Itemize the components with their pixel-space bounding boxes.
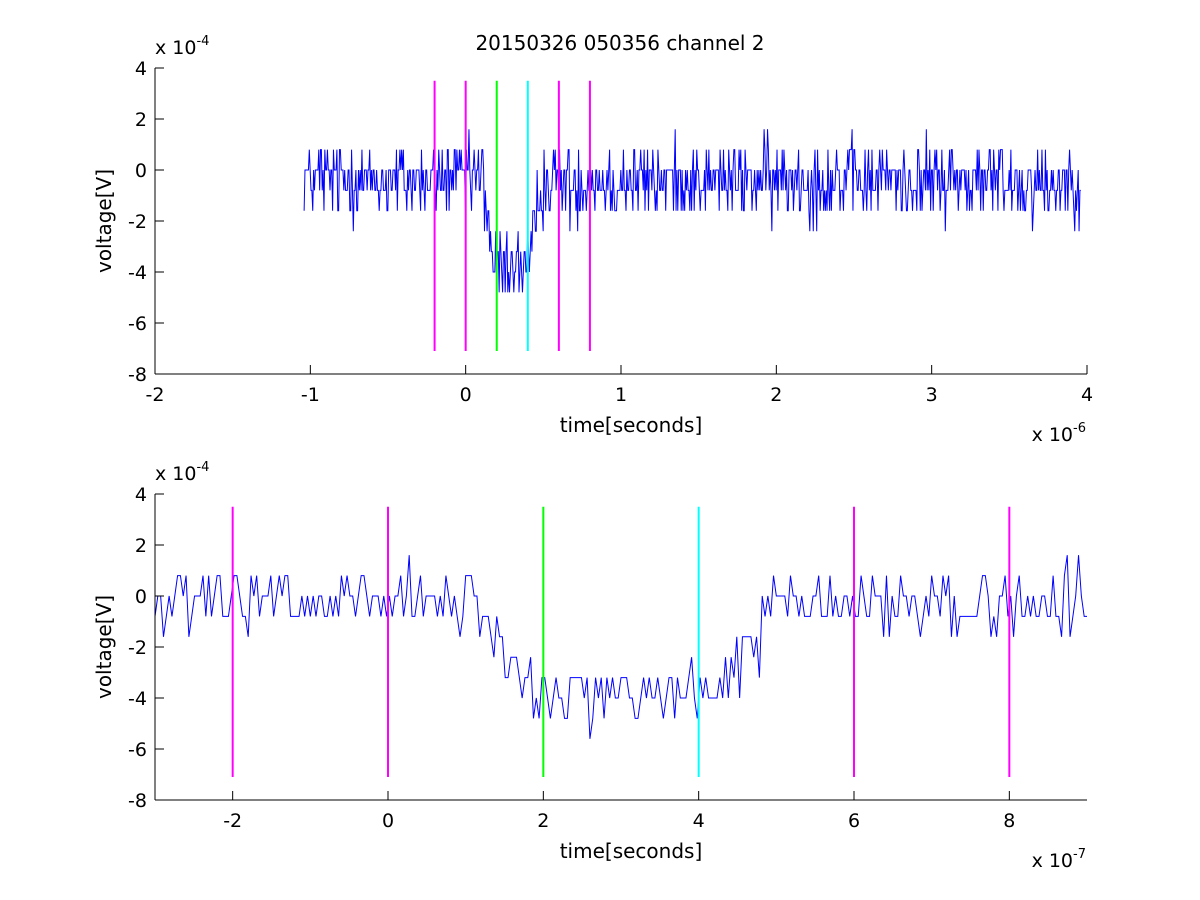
top-x-tick-label-3: 1 [615,384,627,406]
bottom-y-tick-label-3: -2 [128,637,147,659]
top-y-tick-label-4: 0 [135,160,147,182]
top-x-tick-label-1: -1 [301,384,320,406]
bottom-y-tick-label-4: 0 [135,586,147,608]
top-plot: -2 -1 0 1 2 3 4 -8 -6 -4 -2 0 2 4 time[seconds] voltage… [92,34,1093,446]
top-x-multiplier: x 10-6 [1032,421,1086,446]
bottom-x-tick-label-3: 4 [693,810,705,832]
bottom-x-tick-label-2: 2 [537,810,549,832]
bottom-signal-trace [154,555,1087,739]
bottom-y-tick-label-0: -8 [128,790,147,812]
top-x-tick-label-5: 3 [926,384,938,406]
bottom-x-tick-label-1: 0 [382,810,394,832]
bottom-y-tick-label-1: -6 [128,739,147,761]
bottom-x-tick-label-0: -2 [223,810,242,832]
top-y-tick-label-3: -2 [128,211,147,233]
bottom-y-axis-label: voltage[V] [92,595,116,699]
top-y-multiplier: x 10-4 [155,34,209,59]
top-signal-trace [303,129,1081,293]
top-x-tick-label-2: 0 [460,384,472,406]
figure-title: 20150326 050356 channel 2 [475,31,764,55]
bottom-y-tick-label-2: -4 [128,688,147,710]
bottom-x-tick-label-5: 8 [1003,810,1015,832]
top-y-tick-label-1: -6 [128,313,147,335]
bottom-plot: -2 0 2 4 6 8 -8 -6 -4 -2 0 2 4 time[seconds] voltage[V… [92,460,1087,872]
top-x-axis-label: time[seconds] [560,413,703,437]
top-y-tick-label-0: -8 [128,364,147,386]
top-y-tick-label-5: 2 [135,109,147,131]
top-axes-area [155,68,1087,374]
bottom-y-multiplier: x 10-4 [155,460,209,485]
bottom-x-multiplier: x 10-7 [1032,847,1086,872]
bottom-axes-area [155,494,1087,800]
top-y-tick-label-2: -4 [128,262,147,284]
bottom-x-tick-label-4: 6 [848,810,860,832]
bottom-y-tick-label-6: 4 [135,484,147,506]
top-x-tick-label-0: -2 [146,384,165,406]
bottom-y-tick-label-5: 2 [135,535,147,557]
top-x-tick-label-6: 4 [1081,384,1093,406]
top-y-axis-label: voltage[V] [92,169,116,273]
bottom-x-axis-label: time[seconds] [560,839,703,863]
top-x-tick-label-4: 2 [770,384,782,406]
top-y-tick-label-6: 4 [135,58,147,80]
